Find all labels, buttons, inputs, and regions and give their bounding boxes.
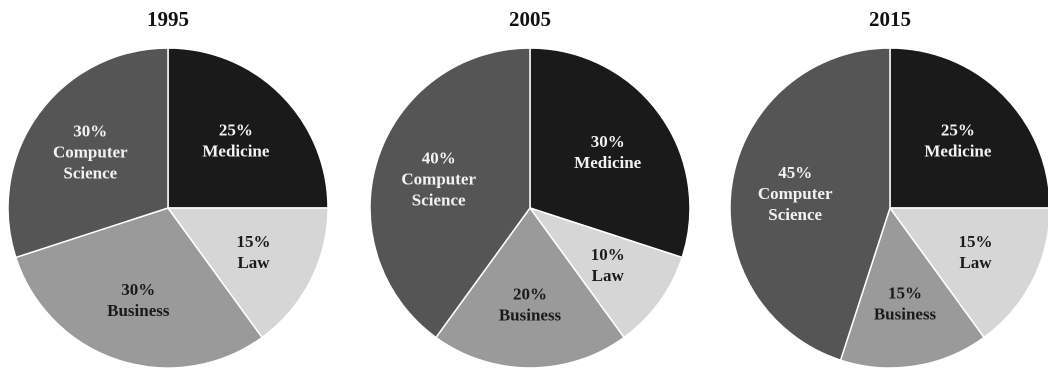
slice-label-2015-business: 15% Business <box>874 283 937 323</box>
slice-category-label: Business <box>874 304 937 323</box>
chart-title-1995: 1995 <box>147 7 189 31</box>
pie-chart-2005: 2005 30% Medicine 10% Law 20% Business 40% Comp… <box>369 7 691 369</box>
pie-slice-2005-medicine <box>529 47 691 259</box>
slice-category-label: Law <box>592 266 625 285</box>
slice-label-1995-medicine: 25% Medicine <box>202 121 269 161</box>
pie-slice-2015-business <box>839 206 986 369</box>
slice-label-2015-medicine: 25% Medicine <box>924 121 991 161</box>
slice-label-1995-law: 15% Law <box>237 232 271 272</box>
slice-label-1995-computer-science: 30% Computer Science <box>53 122 128 183</box>
slice-percent-label: 30% <box>591 132 625 151</box>
slice-percent-label: 40% <box>422 148 456 167</box>
slice-percent-label: 15% <box>237 232 271 251</box>
pie-slice-2005-computer-science <box>369 47 531 339</box>
slice-category-label: Law <box>237 253 270 272</box>
slice-category-label: Medicine <box>202 142 269 161</box>
slice-category-label: Business <box>107 301 170 320</box>
slice-percent-label: 25% <box>219 121 253 140</box>
slice-percent-label: 45% <box>778 163 812 182</box>
slice-percent-label: 20% <box>513 285 547 304</box>
pie-slice-2015-computer-science <box>729 47 891 362</box>
pie-slice-2005-law <box>528 206 684 339</box>
pie-slice-1995-computer-science <box>7 47 169 259</box>
slice-category-label: Science <box>768 205 822 224</box>
slice-category-label: Medicine <box>924 142 991 161</box>
slice-label-2005-law: 10% Law <box>591 245 625 285</box>
slice-label-2015-computer-science: 45% Computer Science <box>758 163 833 224</box>
slice-category-label: Computer <box>401 169 476 188</box>
slice-category-label: Computer <box>758 184 833 203</box>
slice-category-label: Science <box>63 164 117 183</box>
slice-percent-label: 30% <box>73 122 107 141</box>
slice-label-2005-computer-science: 40% Computer Science <box>401 148 476 209</box>
pie-slice-2015-medicine <box>889 47 1048 209</box>
slice-percent-label: 15% <box>959 232 993 251</box>
pie-slice-2015-law <box>888 207 1048 339</box>
slice-category-label: Medicine <box>574 153 641 172</box>
pie-chart-1995: 1995 25% Medicine 15% Law 30% Business 30% Comp… <box>7 7 329 369</box>
slice-percent-label: 30% <box>121 280 155 299</box>
pie-slice-1995-law <box>166 207 329 339</box>
slice-category-label: Science <box>412 190 466 209</box>
slice-label-2015-law: 15% Law <box>959 232 993 272</box>
slice-percent-label: 15% <box>888 283 922 302</box>
pie-slice-2005-business <box>434 206 626 369</box>
slice-category-label: Law <box>959 253 992 272</box>
pie-slice-1995-business <box>14 207 264 369</box>
slice-percent-label: 25% <box>941 121 975 140</box>
slice-category-label: Business <box>499 306 562 325</box>
slice-label-2005-business: 20% Business <box>499 285 562 325</box>
slice-percent-label: 10% <box>591 245 625 264</box>
chart-title-2015: 2015 <box>869 7 911 31</box>
pie-chart-2015: 2015 25% Medicine 15% Law 15% Business 45% Comp… <box>729 7 1048 369</box>
chart-title-2005: 2005 <box>509 7 551 31</box>
slice-label-1995-business: 30% Business <box>107 280 170 320</box>
slice-label-2005-medicine: 30% Medicine <box>574 132 641 172</box>
pie-slice-1995-medicine <box>167 47 329 209</box>
slice-category-label: Computer <box>53 143 128 162</box>
